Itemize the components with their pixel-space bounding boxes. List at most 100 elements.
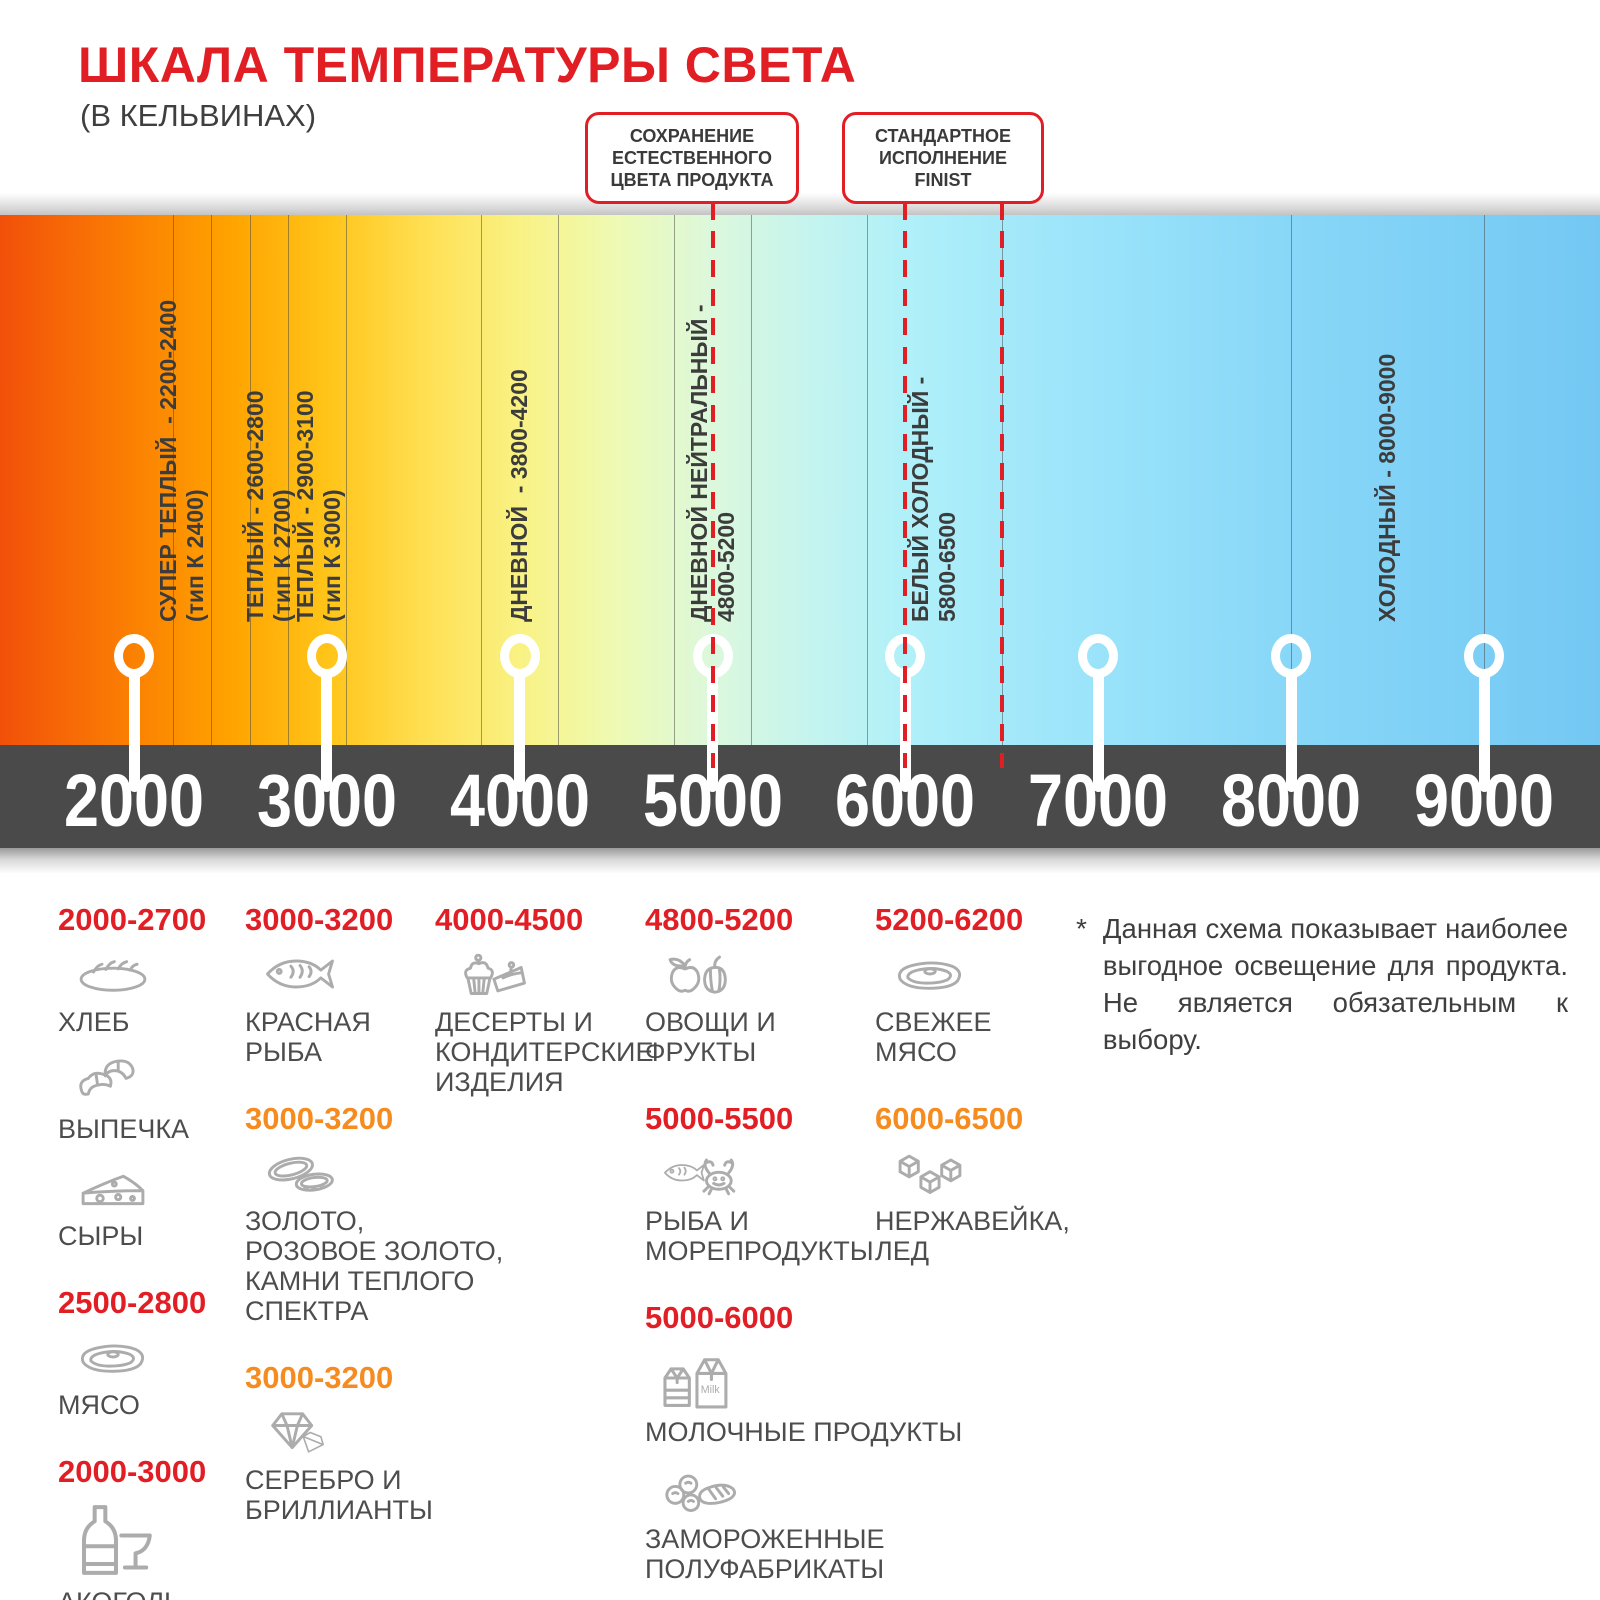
legend-item-label: СЫРЫ bbox=[58, 1221, 144, 1251]
legend-item: ОВОЩИ И ФРУКТЫ bbox=[645, 948, 962, 1067]
legend-column: 4800-5200 ОВОЩИ И ФРУКТЫ 5000-5500 РЫБА И М… bbox=[645, 902, 962, 1600]
page-title: ШКАЛА ТЕМПЕРАТУРЫ СВЕТА bbox=[78, 37, 857, 93]
zone-boundary-line bbox=[249, 215, 251, 745]
legend-item: СЕРЕБРО И БРИЛЛИАНТЫ bbox=[245, 1406, 503, 1525]
legend-range-heading: 4000-4500 bbox=[435, 902, 584, 937]
diamond-icon bbox=[245, 1406, 503, 1463]
kelvin-guide-dashed-line bbox=[903, 202, 908, 768]
legend-item: НЕРЖАВЕЙКА, ЛЕД bbox=[875, 1147, 1070, 1266]
legend-group: 2500-2800 МЯСО bbox=[58, 1285, 206, 1420]
fresh-meat-icon bbox=[875, 948, 1070, 1005]
tick-marker-stem bbox=[1478, 671, 1490, 792]
gradient-band bbox=[0, 215, 1600, 745]
legend-range-heading: 5200-6200 bbox=[875, 902, 1024, 937]
axis-bar-shadow bbox=[0, 848, 1600, 874]
tick-marker-stem bbox=[1285, 671, 1297, 792]
legend-column: 4000-4500 ДЕСЕРТЫ И КОНДИТЕРСКИЕ ИЗДЕЛИЯ bbox=[435, 902, 653, 1131]
frozen-icon bbox=[645, 1465, 962, 1522]
legend-group: 3000-3200 ЗОЛОТО, РОЗОВОЕ ЗОЛОТО, КАМНИ Т… bbox=[245, 1101, 503, 1326]
alcohol-icon bbox=[58, 1500, 206, 1585]
legend-group: 6000-6500 НЕРЖАВЕЙКА, ЛЕД bbox=[875, 1101, 1070, 1266]
legend-item-label: ЗОЛОТО, РОЗОВОЕ ЗОЛОТО, КАМНИ ТЕПЛОГО СП… bbox=[245, 1206, 504, 1326]
legend-item-label: МЯСО bbox=[58, 1390, 140, 1420]
legend-item: СЫРЫ bbox=[58, 1162, 206, 1251]
zone-boundary-line bbox=[1484, 215, 1485, 745]
legend-item: ЗАМОРОЖЕННЫЕ ПОЛУФАБРИКАТЫ bbox=[645, 1465, 962, 1584]
callout-pointer-leg bbox=[710, 196, 715, 220]
vegetables-icon bbox=[645, 948, 962, 1005]
legend-group: 5200-6200 СВЕЖЕЕ МЯСО bbox=[875, 902, 1070, 1067]
zone-label: ТЕПЛЫЙ - 2600-2800 (тип К 2700) bbox=[242, 390, 295, 622]
legend-item: ДЕСЕРТЫ И КОНДИТЕРСКИЕ ИЗДЕЛИЯ bbox=[435, 948, 653, 1097]
kelvin-axis-bar bbox=[0, 745, 1600, 848]
legend-column: 5200-6200 СВЕЖЕЕ МЯСО 6000-6500 НЕРЖАВЕЙКА,… bbox=[875, 902, 1070, 1300]
legend-item-label: СЕРЕБРО И БРИЛЛИАНТЫ bbox=[245, 1465, 433, 1525]
cheese-icon bbox=[58, 1162, 206, 1219]
kelvin-guide-dashed-line bbox=[710, 202, 715, 768]
legend-item-label: ХЛЕБ bbox=[58, 1007, 130, 1037]
legend-item-label: МОЛОЧНЫЕ ПРОДУКТЫ bbox=[645, 1417, 963, 1447]
legend-item: МЯСО bbox=[58, 1331, 206, 1420]
zone-label: ТЕПЛЫЙ - 2900-3100 (тип К 3000) bbox=[292, 390, 346, 622]
legend-group: 5000-5500 РЫБА И МОРЕПРОДУКТЫ bbox=[645, 1101, 962, 1266]
zone-boundary-line bbox=[211, 215, 213, 745]
legend-group: 3000-3200 СЕРЕБРО И БРИЛЛИАНТЫ bbox=[245, 1360, 503, 1525]
legend-item: АКОГОЛЬ bbox=[58, 1500, 206, 1600]
legend-range-heading: 4800-5200 bbox=[645, 902, 794, 937]
tick-marker-stem bbox=[514, 671, 526, 792]
kelvin-guide-dashed-line bbox=[999, 202, 1004, 768]
legend-group: 2000-3000 АКОГОЛЬ bbox=[58, 1454, 206, 1600]
meat-icon bbox=[58, 1331, 206, 1388]
callout-pointer-leg bbox=[903, 196, 908, 220]
legend-group: 3000-3200 КРАСНАЯ РЫБА bbox=[245, 902, 503, 1067]
legend-range-heading: 3000-3200 bbox=[245, 1360, 394, 1395]
zone-boundary-line bbox=[558, 215, 560, 745]
legend-item: Milk МОЛОЧНЫЕ ПРОДУКТЫ bbox=[645, 1346, 962, 1447]
legend-item: ВЫПЕЧКА bbox=[58, 1055, 206, 1144]
milk-icon: Milk bbox=[645, 1346, 962, 1415]
zone-boundary-line bbox=[866, 215, 868, 745]
legend-item-label: ДЕСЕРТЫ И КОНДИТЕРСКИЕ ИЗДЕЛИЯ bbox=[435, 1007, 654, 1097]
legend-range-heading: 2000-3000 bbox=[58, 1454, 207, 1489]
zone-boundary-line bbox=[1291, 215, 1293, 745]
zone-boundary-line bbox=[172, 215, 174, 745]
legend-group: 4000-4500 ДЕСЕРТЫ И КОНДИТЕРСКИЕ ИЗДЕЛИЯ bbox=[435, 902, 653, 1097]
bread-icon bbox=[58, 948, 206, 1005]
fish-icon bbox=[245, 948, 503, 1005]
rings-icon bbox=[245, 1147, 503, 1204]
legend-item-label: ЗАМОРОЖЕННЫЕ ПОЛУФАБРИКАТЫ bbox=[645, 1524, 885, 1584]
legend-range-heading: 5000-6000 bbox=[645, 1300, 794, 1335]
tick-marker-stem bbox=[1092, 671, 1104, 792]
zone-label: ХОЛОДНЫЙ - 8000-9000 bbox=[1374, 353, 1401, 622]
callout-finist-standard: СТАНДАРТНОЕ ИСПОЛНЕНИЕ FINIST bbox=[842, 112, 1044, 204]
legend-item: СВЕЖЕЕ МЯСО bbox=[875, 948, 1070, 1067]
footnote-asterisk: * bbox=[1076, 913, 1087, 944]
legend-item: ХЛЕБ bbox=[58, 948, 206, 1037]
zone-label: СУПЕР ТЕПЛЫЙ - 2200-2400 (тип К 2400) bbox=[155, 299, 209, 622]
dessert-icon bbox=[435, 948, 653, 1005]
legend-item-label: АКОГОЛЬ bbox=[58, 1587, 206, 1600]
legend-group: 2000-2700 ХЛЕБ ВЫПЕЧКА СЫРЫ bbox=[58, 902, 206, 1251]
zone-boundary-line bbox=[751, 215, 753, 745]
legend-range-heading: 2500-2800 bbox=[58, 1285, 207, 1320]
ice-icon bbox=[875, 1147, 1070, 1204]
seafood-icon bbox=[645, 1147, 962, 1204]
legend-column: 3000-3200 КРАСНАЯ РЫБА 3000-3200 ЗОЛОТО, РО… bbox=[245, 902, 503, 1559]
callout-pointer-leg bbox=[999, 196, 1004, 220]
legend-item-label: РЫБА И МОРЕПРОДУКТЫ bbox=[645, 1206, 874, 1266]
zone-label: ДНЕВНОЙ - 3800-4200 bbox=[506, 369, 533, 622]
legend-group: 4800-5200 ОВОЩИ И ФРУКТЫ bbox=[645, 902, 962, 1067]
svg-text:Milk: Milk bbox=[701, 1384, 721, 1396]
croissant-icon bbox=[58, 1055, 206, 1112]
footnote: * Данная схема показывает наиболее выгод… bbox=[1076, 910, 1568, 1058]
legend-item: КРАСНАЯ РЫБА bbox=[245, 948, 503, 1067]
page-subtitle: (В КЕЛЬВИНАХ) bbox=[80, 98, 317, 133]
zone-label: БЕЛЫЙ ХОЛОДНЫЙ - 5800-6500 bbox=[907, 376, 961, 622]
legend-item-label: ОВОЩИ И ФРУКТЫ bbox=[645, 1007, 776, 1067]
gradient-top-shadow bbox=[0, 193, 1600, 215]
zone-boundary-line bbox=[674, 215, 675, 745]
legend-range-heading: 5000-5500 bbox=[645, 1101, 794, 1136]
legend-range-heading: 6000-6500 bbox=[875, 1101, 1024, 1136]
legend-item-label: НЕРЖАВЕЙКА, ЛЕД bbox=[875, 1206, 1070, 1266]
